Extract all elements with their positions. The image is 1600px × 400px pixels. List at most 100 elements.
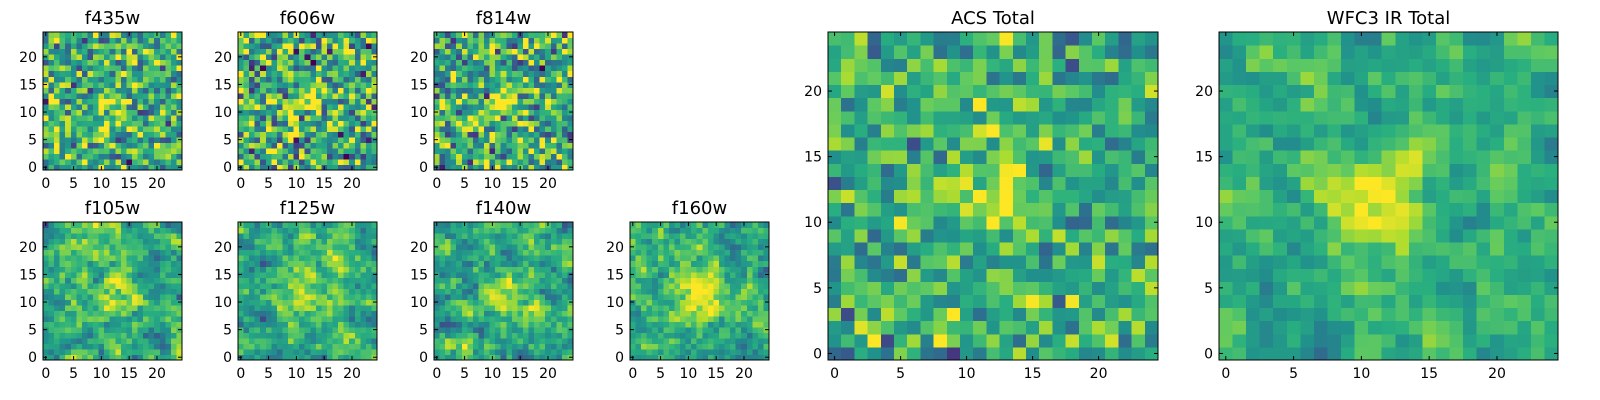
heatmap-cell <box>354 238 361 245</box>
heatmap-cell <box>282 70 289 77</box>
heatmap-cell <box>1105 346 1119 361</box>
heatmap-cell <box>1039 255 1053 269</box>
heatmap-cell <box>332 54 339 61</box>
heatmap-cell <box>120 249 127 256</box>
heatmap-cell <box>1012 281 1027 295</box>
heatmap-cell <box>960 241 974 256</box>
heatmap-cell <box>326 136 334 143</box>
heatmap-cell <box>93 153 100 160</box>
heatmap-cell <box>461 271 468 278</box>
heatmap-cell <box>115 299 122 306</box>
heatmap-cell <box>65 304 72 311</box>
heatmap-cell <box>260 260 267 267</box>
heatmap-cell <box>894 215 908 230</box>
heatmap-cell <box>98 158 105 166</box>
heatmap-cell <box>176 32 183 39</box>
heatmap-cell <box>360 114 367 121</box>
heatmap-cell <box>109 332 116 339</box>
heatmap-cell <box>702 271 709 278</box>
heatmap-cell <box>271 32 278 39</box>
heatmap-cell <box>76 59 83 66</box>
heatmap-cell <box>131 158 139 166</box>
heatmap-cell <box>713 249 720 256</box>
panel-title: f105w <box>85 198 140 219</box>
heatmap-cell <box>478 222 485 229</box>
heatmap-cell <box>343 37 350 44</box>
heatmap-cell <box>310 70 317 77</box>
heatmap-cell <box>539 244 546 251</box>
heatmap-cell <box>315 76 322 83</box>
heatmap-cell <box>321 233 328 240</box>
heatmap-cell <box>354 222 361 229</box>
heatmap-cell <box>500 87 507 94</box>
heatmap-cell <box>550 266 557 273</box>
heatmap-cell <box>326 48 334 55</box>
heatmap-cell <box>702 266 709 273</box>
heatmap-cell <box>500 43 507 50</box>
heatmap-cell <box>495 354 502 361</box>
heatmap-cell <box>735 244 742 251</box>
heatmap-cell <box>299 260 306 267</box>
heatmap-cell <box>254 164 261 171</box>
heatmap-cell <box>43 158 50 166</box>
heatmap-cell <box>1144 333 1159 348</box>
heatmap-cell <box>741 343 748 350</box>
heatmap-cell <box>1078 281 1093 295</box>
heatmap-cell <box>702 288 709 295</box>
heatmap-cell <box>730 343 737 350</box>
heatmap-cell <box>254 238 261 245</box>
heatmap-cell <box>556 153 563 160</box>
heatmap-cell <box>143 354 150 361</box>
heatmap-cell <box>495 158 502 166</box>
heatmap-cell <box>131 136 139 143</box>
heatmap-cell <box>907 176 921 191</box>
heatmap-cell <box>1118 333 1133 348</box>
heatmap-cell <box>495 109 502 116</box>
heatmap-cell <box>450 282 457 289</box>
heatmap-cell <box>663 271 670 278</box>
heatmap-cell <box>338 260 345 267</box>
heatmap-cell <box>170 37 178 44</box>
heatmap-cell <box>371 304 378 311</box>
heatmap-cell <box>467 98 474 105</box>
heatmap-cell <box>511 343 518 350</box>
heatmap-cell <box>104 147 111 155</box>
heatmap-cell <box>104 315 111 322</box>
y-tick-label: 20 <box>214 240 232 256</box>
heatmap-cell <box>746 255 753 262</box>
heatmap-cell <box>126 304 133 311</box>
heatmap-cell <box>707 222 714 229</box>
heatmap-cell <box>70 266 77 273</box>
heatmap-cell <box>691 304 698 311</box>
heatmap-cell <box>1039 268 1053 282</box>
heatmap-cell <box>920 202 935 217</box>
heatmap-cell <box>154 70 161 77</box>
heatmap-cell <box>657 321 664 328</box>
heatmap-cell <box>249 249 256 256</box>
heatmap-cell <box>550 271 557 278</box>
heatmap-cell <box>332 147 339 155</box>
heatmap-cell <box>561 164 569 171</box>
heatmap-cell <box>434 343 441 350</box>
heatmap-cell <box>1012 255 1027 269</box>
heatmap-cell <box>260 354 267 361</box>
heatmap-cell <box>946 215 961 230</box>
heatmap-cell <box>293 238 300 245</box>
heatmap-cell <box>456 238 463 245</box>
heatmap-cell <box>93 131 100 138</box>
x-tick-label: 5 <box>69 366 78 382</box>
heatmap-cell <box>104 76 111 83</box>
heatmap-cell <box>365 255 373 262</box>
heatmap-cell <box>148 142 155 149</box>
heatmap-cell <box>104 54 111 61</box>
heatmap-cell <box>131 142 139 149</box>
heatmap-cell <box>276 332 284 339</box>
heatmap-cell <box>973 307 987 322</box>
heatmap-cell <box>93 54 100 61</box>
heatmap-cell <box>539 310 546 317</box>
heatmap-cell <box>635 321 642 328</box>
heatmap-cell <box>1052 320 1067 335</box>
heatmap-cell <box>674 293 681 300</box>
heatmap-cell <box>265 343 272 350</box>
heatmap-cell <box>148 76 155 83</box>
